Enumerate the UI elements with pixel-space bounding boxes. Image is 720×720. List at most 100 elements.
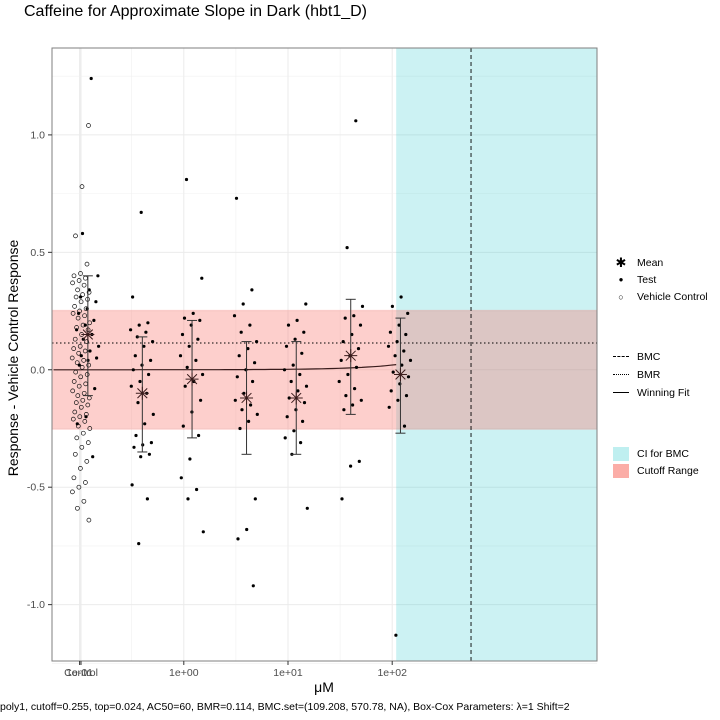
test-point xyxy=(75,328,79,332)
test-point xyxy=(199,398,203,402)
vehicle-control-point xyxy=(72,336,78,342)
vehicle-control-point xyxy=(73,400,79,405)
x-axis-label: μM xyxy=(314,679,334,695)
test-point xyxy=(295,318,299,322)
test-point xyxy=(237,354,241,358)
test-point xyxy=(299,441,303,445)
vehicle-control-point xyxy=(78,404,84,410)
test-point xyxy=(255,412,259,416)
test-point xyxy=(198,318,202,322)
test-point xyxy=(408,358,413,362)
vehicle-control-point xyxy=(87,426,93,431)
test-point xyxy=(402,349,406,353)
vehicle-control-point xyxy=(73,294,79,300)
vehicle-control-point xyxy=(75,505,80,511)
test-point xyxy=(239,330,243,334)
test-point xyxy=(349,464,353,468)
vehicle-control-point xyxy=(75,315,81,321)
vehicle-control-point xyxy=(81,498,87,504)
vehicle-control-point xyxy=(86,517,92,523)
test-point xyxy=(247,419,251,423)
lines-layer xyxy=(52,48,597,661)
test-point xyxy=(345,246,349,250)
legend-key-solid-line-icon xyxy=(612,385,630,401)
vehicle-control-point xyxy=(80,292,85,297)
test-point xyxy=(188,457,192,461)
test-point xyxy=(87,288,91,292)
y-axis-label: Response - Vehicle Control Response xyxy=(5,239,21,477)
vehicle-control-point xyxy=(81,282,87,288)
vehicle-control-point xyxy=(80,430,86,436)
test-point xyxy=(235,375,239,379)
test-point xyxy=(402,424,407,428)
test-point xyxy=(135,335,139,339)
vehicle-control-point xyxy=(70,388,76,394)
mean-marker xyxy=(81,328,95,342)
x-tick-label: Control xyxy=(64,667,98,679)
vehicle-control-point xyxy=(77,414,83,420)
test-point xyxy=(304,384,309,388)
test-point xyxy=(302,330,306,334)
vehicle-control-point xyxy=(78,299,84,305)
test-point xyxy=(287,396,291,400)
test-point xyxy=(342,408,346,412)
legend-item-bmr: BMR xyxy=(612,367,660,383)
test-point xyxy=(147,372,151,377)
x-tick-label: 1e+01 xyxy=(273,667,303,679)
test-point xyxy=(391,370,395,374)
test-point xyxy=(286,323,291,327)
vehicle-control-point xyxy=(78,466,83,471)
test-point xyxy=(149,358,153,362)
test-point xyxy=(393,354,397,358)
test-point xyxy=(397,323,401,327)
test-point xyxy=(83,323,87,327)
vehicle-control-point xyxy=(79,444,85,450)
test-point xyxy=(358,323,363,327)
legend-key-ci-swatch-icon xyxy=(612,446,630,462)
test-point xyxy=(232,314,237,318)
test-point xyxy=(253,497,257,501)
test-point xyxy=(241,302,245,306)
test-point xyxy=(282,368,287,372)
x-tick-label: 1e-01 xyxy=(66,667,93,679)
y-tick-label: 0.5 xyxy=(30,247,45,259)
test-point xyxy=(182,316,187,320)
vehicle-control-point xyxy=(80,397,86,403)
vehicle-control-point xyxy=(79,365,85,370)
legend-key-cutoff-swatch-icon xyxy=(612,463,630,479)
test-point xyxy=(95,356,99,360)
test-point xyxy=(200,276,204,280)
vehicle-control-point xyxy=(75,287,80,293)
vehicle-control-point xyxy=(84,372,90,377)
test-point xyxy=(253,361,257,365)
mean-marker xyxy=(344,349,358,363)
vehicle-control-point xyxy=(86,123,91,128)
test-point xyxy=(234,196,239,200)
test-point xyxy=(79,295,83,299)
vehicle-control-point xyxy=(83,480,88,485)
vehicle-control-point xyxy=(77,343,83,349)
vehicle-control-point xyxy=(76,484,82,490)
test-point xyxy=(91,455,95,459)
legend-key-dotted-line-icon xyxy=(612,367,630,383)
vehicle-control-point xyxy=(74,435,80,441)
test-point xyxy=(354,365,359,369)
test-point xyxy=(77,363,81,367)
test-point xyxy=(289,379,293,384)
test-point xyxy=(180,332,185,337)
test-point xyxy=(233,398,237,402)
vehicle-control-point xyxy=(84,459,90,464)
points-layer xyxy=(69,76,413,637)
test-point xyxy=(136,401,140,405)
test-point xyxy=(145,497,149,501)
test-point xyxy=(191,311,195,315)
vehicle-control-point xyxy=(70,416,76,422)
test-point xyxy=(388,330,392,334)
vehicle-control-point xyxy=(82,419,88,424)
vehicle-control-point xyxy=(76,350,82,356)
test-point xyxy=(387,405,391,409)
legend-key-dot-icon: ● xyxy=(618,275,624,284)
test-point xyxy=(353,387,357,391)
vehicle-control-point xyxy=(76,383,82,389)
